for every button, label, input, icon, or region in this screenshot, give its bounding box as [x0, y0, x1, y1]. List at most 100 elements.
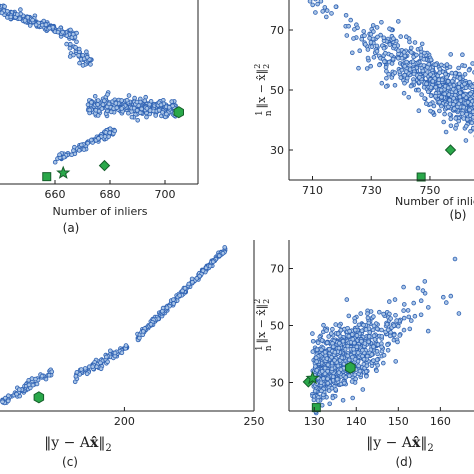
scatter-point: [447, 97, 453, 103]
scatter-point: [310, 338, 316, 344]
scatter-point: [381, 352, 387, 358]
scatter-point: [17, 16, 23, 21]
scatter-point: [421, 63, 427, 68]
scatter-point: [343, 13, 349, 18]
x-tick-label: 660: [45, 188, 66, 201]
scatter-point: [114, 105, 120, 111]
scatter-point: [352, 372, 358, 378]
scatter-point: [0, 3, 2, 8]
scatter-point: [407, 39, 412, 45]
scatter-point: [365, 47, 371, 52]
scatter-point: [437, 108, 442, 114]
scatter-point: [370, 23, 376, 28]
scatter-point: [347, 373, 352, 379]
scatter-point: [313, 0, 318, 2]
scatter-point: [319, 338, 325, 343]
scatter-point: [401, 302, 407, 307]
scatter-point: [392, 83, 398, 88]
scatter-point: [322, 5, 328, 10]
scatter-point: [362, 33, 367, 38]
scatter-point: [0, 399, 5, 405]
scatter-point: [312, 388, 318, 394]
scatter-point: [164, 111, 169, 117]
scatter-point: [76, 46, 82, 52]
scatter-point: [352, 27, 357, 32]
scatter-point: [451, 102, 456, 107]
panel-c: 200 250 ‖y − Ax̂‖2 (c): [0, 240, 265, 469]
scatter-point: [73, 373, 79, 379]
scatter-point: [462, 72, 468, 77]
scatter-point: [52, 159, 58, 165]
scatter-point: [356, 65, 361, 71]
scatter-point: [390, 56, 396, 62]
caption-a: (a): [63, 221, 80, 235]
scatter-point: [311, 397, 317, 403]
scatter-point: [314, 359, 319, 364]
scatter-point: [418, 298, 424, 304]
scatter-point: [324, 340, 330, 346]
diamond-marker: [98, 159, 111, 172]
scatter-point: [399, 67, 405, 73]
scatter-point: [324, 328, 329, 333]
x-tick-label: 680: [100, 188, 121, 201]
x-axis-label-a: Number of inliers: [53, 205, 148, 218]
scatter-point: [217, 253, 222, 259]
scatter-point: [220, 250, 226, 256]
scatter-point: [470, 98, 474, 104]
scatter-point: [394, 318, 399, 323]
scatter-point: [395, 323, 401, 329]
scatter-point: [332, 358, 337, 363]
scatter-point: [392, 297, 398, 302]
scatter-point: [314, 368, 320, 373]
scatter-point: [395, 339, 400, 345]
scatter-point: [402, 80, 407, 86]
scatter-point: [108, 109, 114, 115]
scatter-point: [379, 327, 384, 333]
scatter-point: [467, 79, 472, 85]
scatter-point: [315, 1, 320, 7]
scatter-point: [67, 45, 73, 51]
scatter-point: [14, 391, 19, 397]
scatter-point: [84, 54, 90, 60]
scatter-point: [327, 401, 333, 407]
scatter-point: [156, 107, 162, 113]
scatter-point: [137, 335, 142, 341]
scatter-point: [84, 49, 89, 54]
scatter-point: [403, 34, 409, 39]
scatter-point: [166, 105, 172, 110]
scatter-point: [468, 91, 473, 97]
scatter-point: [420, 288, 426, 293]
scatter-point: [33, 22, 39, 28]
scatter-point: [339, 355, 345, 361]
scatter-point: [0, 10, 5, 16]
scatter-point: [418, 46, 424, 51]
scatter-point: [463, 85, 469, 91]
scatter-point: [329, 11, 334, 16]
scatter-point: [321, 376, 326, 381]
scatter-point: [447, 64, 453, 70]
scatter-point: [418, 52, 424, 58]
scatter-point: [350, 395, 356, 401]
scatter-point: [147, 108, 153, 113]
scatter-point: [350, 354, 355, 360]
scatter-point: [421, 56, 427, 62]
scatter-point: [126, 110, 131, 116]
scatter-point: [135, 118, 141, 123]
scatter-point: [422, 279, 428, 284]
panel-b: 710 730 750 30 50 70 1n‖x − x̂‖22 Number of i…: [253, 0, 474, 222]
scatter-point: [460, 111, 465, 116]
scatter-point: [148, 322, 154, 327]
scatter-point: [377, 62, 382, 68]
scatter-point: [382, 50, 388, 56]
scatter-point: [374, 43, 380, 49]
scatter-point: [368, 40, 374, 45]
scatter-point: [34, 381, 40, 387]
scatter-point: [443, 71, 448, 77]
scatter-point: [450, 87, 456, 92]
scatter-point: [124, 97, 130, 103]
scatter-point: [428, 57, 434, 63]
scatter-point: [433, 84, 439, 90]
scatter-point: [144, 106, 150, 111]
scatter-point: [364, 373, 369, 379]
scatter-point: [364, 353, 370, 359]
